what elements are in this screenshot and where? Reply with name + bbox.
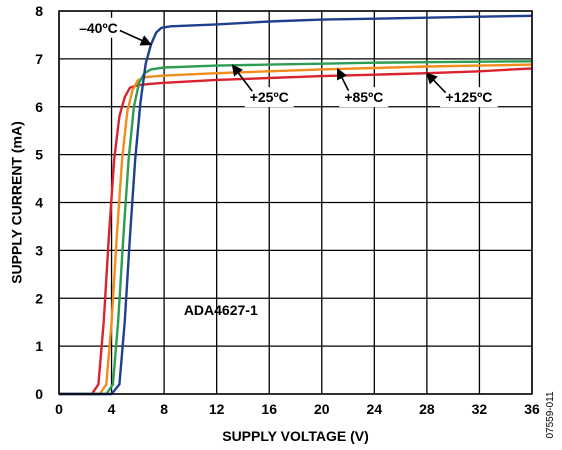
x-tick-label: 12 bbox=[209, 401, 225, 417]
annotation-background bbox=[73, 17, 123, 38]
grid bbox=[58, 10, 533, 395]
y-tick-label: 2 bbox=[35, 290, 43, 306]
x-tick-label: 28 bbox=[419, 401, 435, 417]
y-tick-label: 0 bbox=[35, 386, 43, 402]
annotation-background bbox=[339, 87, 389, 108]
x-tick-label: 32 bbox=[472, 401, 488, 417]
x-axis-label: SUPPLY VOLTAGE (V) bbox=[222, 428, 369, 444]
x-tick-label: 4 bbox=[108, 401, 116, 417]
x-tick-label: 8 bbox=[160, 401, 168, 417]
series-lines bbox=[59, 14, 533, 396]
series-line bbox=[59, 60, 533, 396]
annotation-arrow bbox=[119, 29, 152, 46]
x-tick-label: 20 bbox=[314, 401, 330, 417]
y-tick-label: 1 bbox=[35, 338, 43, 354]
annotation-background bbox=[440, 87, 498, 108]
series-annotation-label: +85ºC bbox=[344, 89, 383, 105]
annotation-arrow bbox=[336, 67, 350, 91]
y-tick-label: 3 bbox=[35, 242, 43, 258]
y-tick-label: 5 bbox=[35, 147, 43, 163]
annotation-arrow bbox=[231, 64, 253, 92]
x-tick-label: 16 bbox=[261, 401, 277, 417]
series-annotation-label: –40ºC bbox=[79, 20, 118, 36]
y-tick-label: 6 bbox=[35, 99, 43, 115]
y-tick-labels: 0 1 2 3 4 5 6 7 8 bbox=[35, 3, 43, 402]
x-tick-labels: 0 4 8 12 16 20 24 28 32 36 bbox=[55, 401, 540, 417]
y-axis-label: SUPPLY CURRENT (mA) bbox=[9, 121, 25, 284]
y-tick-label: 8 bbox=[35, 3, 43, 19]
series-line bbox=[59, 14, 533, 396]
x-tick-label: 24 bbox=[367, 401, 383, 417]
series-annotation-label: +25ºC bbox=[250, 89, 289, 105]
y-tick-label: 4 bbox=[35, 195, 43, 211]
y-tick-label: 7 bbox=[35, 51, 43, 67]
annotation-background bbox=[244, 87, 294, 108]
figure-id: 07559-011 bbox=[545, 391, 556, 439]
annotations: –40ºC +25ºC +85ºC +125ºC bbox=[73, 17, 498, 108]
plot-frame bbox=[58, 10, 533, 395]
x-tick-label: 36 bbox=[524, 401, 540, 417]
part-number-note: ADA4627-1 bbox=[184, 302, 258, 318]
series-annotation-label: +125ºC bbox=[446, 89, 493, 105]
annotation-arrow bbox=[426, 72, 447, 94]
x-tick-label: 0 bbox=[55, 401, 63, 417]
